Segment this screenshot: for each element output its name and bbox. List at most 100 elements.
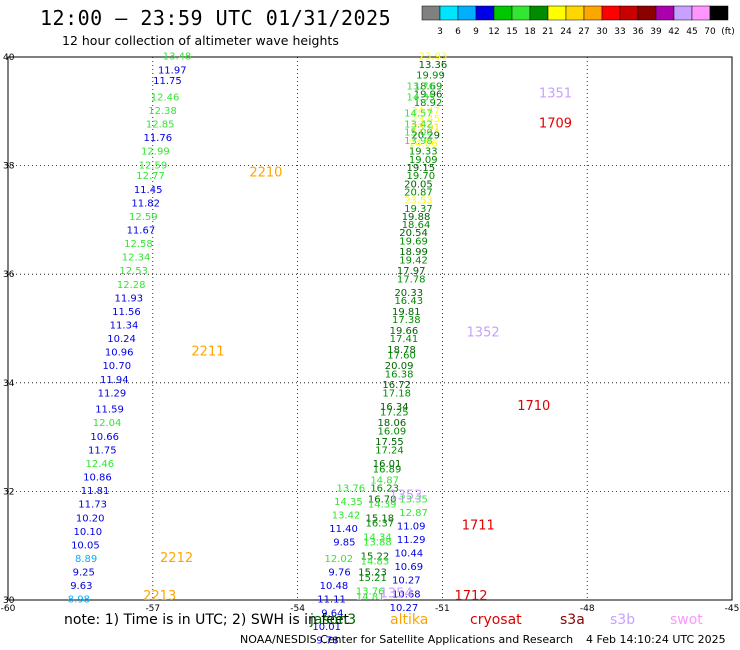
wave-height-label: 13.35 (399, 494, 428, 505)
wave-height-label: 11.76 (143, 133, 172, 144)
satellite-legend: jason3 altika cryosat s3a s3b swot (310, 612, 730, 630)
wave-height-label: 10.44 (394, 549, 423, 560)
wave-height-label: 16.01 (373, 459, 402, 470)
colorbar-swatch (583, 5, 603, 21)
wave-height-label: 11.40 (329, 524, 358, 535)
wave-height-label: 13.98 (404, 136, 433, 147)
wave-height-label: 19.99 (416, 71, 445, 82)
colorbar-label: 70 (704, 27, 716, 37)
wave-height-label: 12.99 (141, 147, 170, 158)
wave-height-label: 23.45 (411, 114, 440, 125)
wave-height-label: 12.38 (148, 106, 177, 117)
wave-height-label: 15.00 (404, 128, 433, 139)
wave-height-label: 19.15 (407, 163, 436, 174)
plot-frame (7, 56, 733, 601)
wave-height-label: 11.09 (397, 521, 426, 532)
wave-height-label: 11.56 (112, 307, 141, 318)
wave-height-label: 11.73 (78, 500, 107, 511)
wave-height-label: 10.48 (320, 581, 349, 592)
wave-height-label: 16.09 (378, 426, 407, 437)
wave-height-label: 16.37 (365, 519, 394, 530)
colorbar-label: 18 (524, 27, 536, 37)
wave-height-label: 17.55 (375, 437, 404, 448)
wave-height-label: 16.43 (394, 296, 423, 307)
wave-height-label: 11.93 (115, 293, 144, 304)
wave-height-label: 10.96 (105, 348, 134, 359)
wave-height-label: 10.70 (102, 361, 131, 372)
colorbar-swatch (637, 5, 657, 21)
wave-height-label: 15.18 (365, 513, 394, 524)
wave-height-label: 12.53 (119, 266, 148, 277)
wave-height-label: 20.87 (404, 187, 433, 198)
wave-height-label: 19.88 (402, 212, 431, 223)
wave-height-label: 17.97 (397, 266, 426, 277)
chart-subtitle: 12 hour collection of altimeter wave hei… (62, 33, 339, 48)
wave-height-label: 17.24 (375, 445, 404, 456)
wave-height-label: 24.47 (411, 106, 440, 117)
colorbar-label: 12 (488, 27, 499, 37)
wave-height-label: 18.99 (399, 247, 428, 258)
wave-height-label: 20.33 (394, 288, 423, 299)
wave-height-label: 11.81 (81, 486, 110, 497)
wave-height-label: 14.39 (368, 500, 397, 511)
colorbar: 3 6 9 12 15 18 21 24 27 30 33 36 39 42 45 70 (ft) (421, 5, 735, 37)
wave-height-label: 24.06 (409, 139, 438, 150)
wave-height-label: 20.09 (385, 361, 414, 372)
wave-height-label: 12.46 (86, 459, 115, 470)
wave-height-label: 11.82 (131, 198, 160, 209)
colorbar-label: 3 (437, 27, 443, 37)
y-tick-label: 30 (3, 596, 15, 606)
wave-height-label: 13.88 (363, 538, 392, 549)
wave-height-label: 19.66 (390, 326, 419, 337)
wave-height-label: 18.78 (387, 345, 416, 356)
wave-height-label: 19.09 (409, 155, 438, 166)
wave-height-label: 11.75 (88, 445, 117, 456)
wave-height-label: 14.81 (356, 592, 385, 603)
wave-height-label: 11.45 (134, 185, 163, 196)
colorbar-swatch (475, 5, 495, 21)
wave-height-label: 13.42 (404, 120, 433, 131)
wave-height-label: 14.35 (334, 497, 363, 508)
wave-height-label: 12.59 (139, 160, 168, 171)
legend-entry-s3a: s3a (560, 612, 585, 628)
wave-height-label: 12.58 (124, 239, 153, 250)
colorbar-swatch (709, 5, 729, 21)
track-id-label: 1351 (539, 87, 572, 102)
wave-height-label: 14.35 (407, 92, 436, 103)
wave-height-label: 18.06 (378, 418, 407, 429)
wave-height-label: 15.23 (358, 568, 387, 579)
chart-title: 12:00 — 23:59 UTC 01/31/2025 (40, 6, 392, 30)
wave-height-label: 14.83 (361, 557, 390, 568)
wave-height-label: 16.70 (368, 494, 397, 505)
wave-height-label: 18.64 (402, 220, 431, 231)
wave-height-label: 13.42 (332, 511, 361, 522)
wave-height-label: 19.69 (399, 236, 428, 247)
colorbar-swatch (655, 5, 675, 21)
colorbar-label: 33 (614, 27, 625, 37)
wave-height-label: 12.77 (136, 171, 165, 182)
track-id-label: 1354 (380, 586, 413, 601)
wave-height-label: 16.38 (385, 369, 414, 380)
track-id-label: 1709 (539, 117, 572, 132)
wave-height-label: 13.76 (356, 587, 385, 598)
footer-note: note: 1) Time is in UTC; 2) SWH is in fe… (64, 612, 350, 628)
colorbar-label: 36 (632, 27, 644, 37)
legend-entry-jason3: jason3 (310, 612, 357, 628)
wave-height-label: 11.59 (95, 405, 124, 416)
wave-height-label: 10.68 (392, 589, 421, 600)
track-id-label: 1352 (467, 326, 500, 341)
wave-height-label: 12.85 (146, 120, 175, 131)
y-tick-label: 40 (3, 53, 15, 63)
wave-height-label: 19.42 (399, 255, 428, 266)
wave-height-label: 16.89 (373, 464, 402, 475)
colorbar-swatch (691, 5, 711, 21)
wave-height-label: 12.04 (93, 418, 122, 429)
colorbar-swatch (619, 5, 639, 21)
wave-height-label: 9.63 (70, 581, 92, 592)
wave-height-label: 9.85 (333, 538, 355, 549)
colorbar-label: 39 (650, 27, 662, 37)
colorbar-label: 27 (578, 27, 589, 37)
wave-height-label: 13.76 (337, 483, 366, 494)
